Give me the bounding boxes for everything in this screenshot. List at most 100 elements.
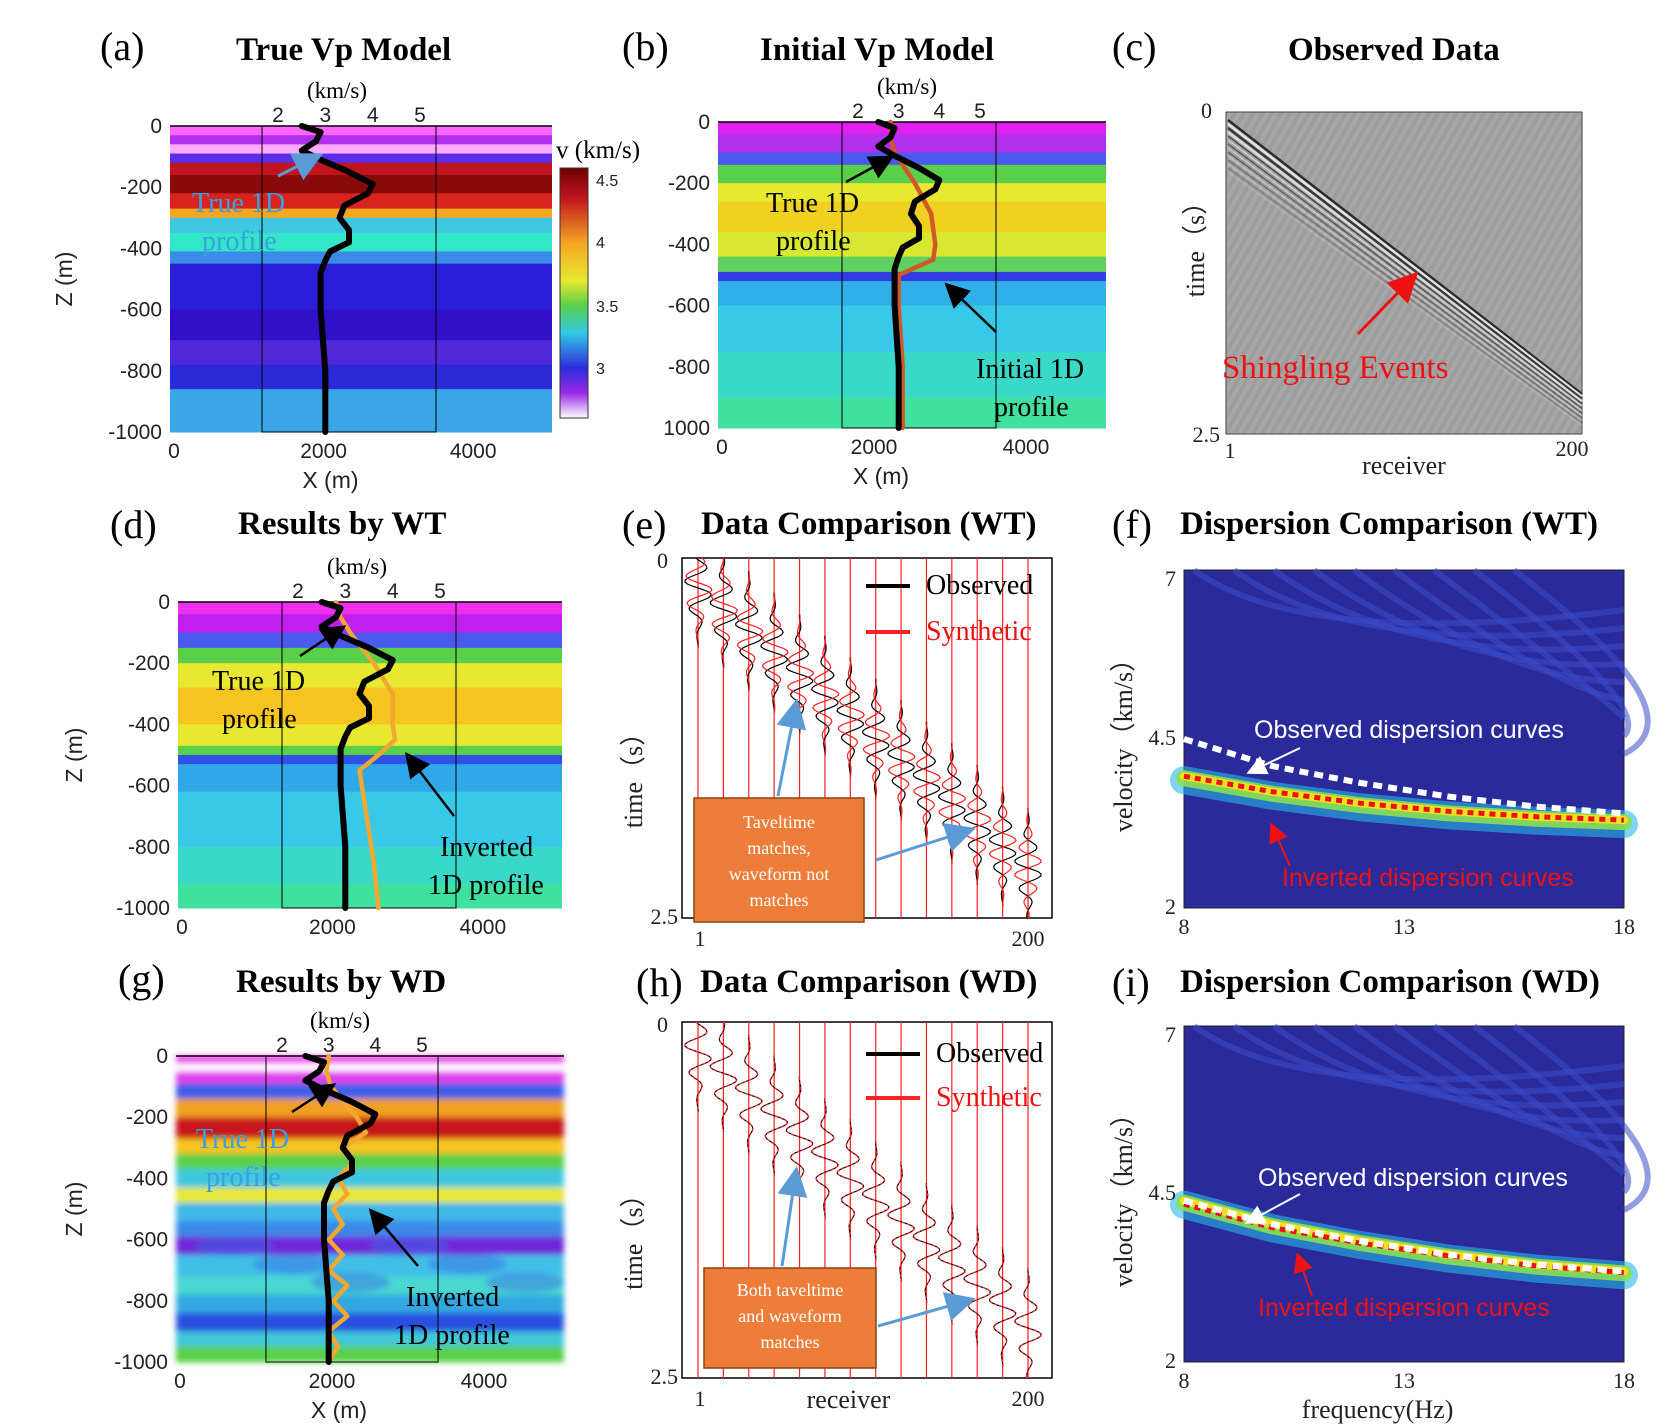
- panel-b-arrow-true: [845, 155, 895, 184]
- dispersion-arc: [1312, 1023, 1625, 1124]
- model-anomaly: [485, 1272, 566, 1293]
- panel-b-model: 2 3 4 5 (km/s) 0 -200 -400 -600 -800 1000 0 2000 4000…: [663, 74, 1106, 489]
- y-tick-label: -400: [128, 713, 170, 736]
- top-axis-tick: 2: [292, 580, 304, 603]
- top-axis-tick: 3: [893, 100, 905, 123]
- x-tick-label: 2000: [300, 440, 347, 463]
- model-layer: [170, 135, 552, 145]
- model-layer: [176, 1331, 564, 1348]
- model-layer: [178, 883, 562, 909]
- observed-trace: [887, 700, 915, 821]
- panel-g-arrow-true: [291, 1083, 337, 1114]
- x-tick-label: 8: [1179, 914, 1190, 939]
- y-tick-label: -1000: [114, 1351, 168, 1374]
- model-layer: [718, 351, 1106, 398]
- observed-trace: [760, 592, 788, 713]
- y-tick-label: -600: [120, 299, 162, 322]
- model-layer: [178, 745, 562, 756]
- observed-trace: [1014, 807, 1042, 919]
- top-axis-tick: 5: [974, 100, 986, 123]
- synthetic-trace: [684, 1021, 712, 1113]
- synthetic-trace: [736, 571, 764, 692]
- synthetic-trace: [836, 1119, 865, 1240]
- top-axis-tick: 4: [933, 100, 945, 123]
- panel-d-true-label: True 1D profile: [212, 666, 305, 735]
- top-axis-label: (km/s): [310, 1008, 370, 1033]
- true-1d-profile-line: [298, 123, 376, 435]
- synthetic-trace: [963, 764, 992, 885]
- panel-d-title: Results by WT: [238, 506, 446, 542]
- panel-e-legend: Observed Synthetic: [866, 570, 1033, 647]
- panel-d-letter: (d): [110, 502, 157, 547]
- y-tick-label: 7: [1165, 566, 1176, 591]
- model-layer: [176, 1117, 564, 1140]
- x-tick-label: 2000: [309, 1370, 356, 1393]
- synthetic-trace: [988, 786, 1017, 907]
- x-tick-label: 4000: [461, 1370, 508, 1393]
- panel-e-title: Data Comparison (WT): [701, 506, 1037, 542]
- synthetic-trace: [1014, 807, 1042, 919]
- y-axis-label: time（s）: [1181, 189, 1210, 297]
- panel-g-true-label: True 1D profile: [196, 1124, 289, 1193]
- panel-i-arrow-inv: [1293, 1252, 1313, 1297]
- x-tick-label: 200: [1012, 1386, 1045, 1411]
- model-layer: [176, 1294, 564, 1314]
- x-tick-label: 13: [1393, 1368, 1415, 1393]
- x-tick-label: 2000: [309, 916, 356, 939]
- dispersion-arc: [1432, 1023, 1627, 1177]
- model-anomaly: [194, 1235, 275, 1256]
- synthetic-trace: [887, 700, 916, 821]
- panel-d-arrow-true: [299, 625, 347, 658]
- panel-f-letter: (f): [1112, 502, 1152, 547]
- x-tick-label: 0: [176, 916, 188, 939]
- y-tick-label: -800: [668, 356, 710, 379]
- model-anomaly: [368, 1235, 449, 1256]
- panel-h-letter: (h): [636, 960, 683, 1005]
- dispersion-arc: [1352, 1023, 1625, 1141]
- model-layer: [718, 134, 1106, 154]
- model-layer: [178, 602, 562, 615]
- top-axis-tick: 2: [852, 100, 864, 123]
- profile-box: [281, 601, 457, 909]
- profile-box: [261, 125, 437, 433]
- model-layers: [170, 126, 552, 433]
- y-tick-label: -200: [128, 652, 170, 675]
- panel-i-inv-label: Inverted dispersion curves: [1258, 1294, 1550, 1322]
- panel-h-arrow-2: [877, 1292, 976, 1328]
- x-tick-label: 13: [1393, 914, 1415, 939]
- dispersion-arc: [1312, 567, 1625, 668]
- top-axis-tick: 4: [369, 1034, 381, 1057]
- seismic-event-line: [1227, 131, 1583, 403]
- y-tick-label: -1000: [116, 897, 170, 920]
- top-axis-tick: 5: [416, 1034, 428, 1057]
- top-axis-label: (km/s): [307, 78, 367, 103]
- y-tick-label: 7: [1165, 1022, 1176, 1047]
- panel-f-arrow-obs: [1246, 747, 1301, 775]
- x-tick-label: 4000: [459, 916, 506, 939]
- panel-e-letter: (e): [622, 502, 666, 547]
- model-layer: [176, 1169, 564, 1189]
- panel-i-letter: (i): [1112, 960, 1150, 1005]
- legend-synthetic: Synthetic: [936, 1082, 1042, 1113]
- model-layer: [718, 183, 1106, 203]
- y-tick-label: -1000: [108, 421, 162, 444]
- model-layer: [718, 122, 1106, 135]
- model-layer: [718, 281, 1106, 307]
- synthetic-trace: [963, 1225, 991, 1346]
- panel-f-dispersion: 7 4.5 28 13 18 velocity（km/s）: [1109, 566, 1651, 939]
- synthetic-trace: [762, 592, 789, 713]
- panel-g-model: 2 3 4 5 (km/s) 0 -200 -400 -600 -800 -1000 Z (m) 0 20…: [61, 1008, 566, 1423]
- model-layer: [718, 164, 1106, 184]
- model-layer: [170, 193, 552, 210]
- model-layer: [170, 389, 552, 433]
- panel-i-obs-label: Observed dispersion curves: [1258, 1164, 1568, 1192]
- dispersion-arc: [1512, 567, 1651, 757]
- model-anomaly: [310, 1272, 391, 1293]
- model-layer: [170, 309, 552, 341]
- colorbar-tick: 4: [596, 235, 605, 252]
- panel-h-note-text: Both taveltime and waveform matches: [737, 1280, 843, 1352]
- panel-g-inv-label: Inverted 1D profile: [394, 1282, 510, 1351]
- seismic-event-line: [1227, 119, 1583, 395]
- y-tick-label: -600: [128, 775, 170, 798]
- y-tick-label: 2: [1165, 1348, 1176, 1373]
